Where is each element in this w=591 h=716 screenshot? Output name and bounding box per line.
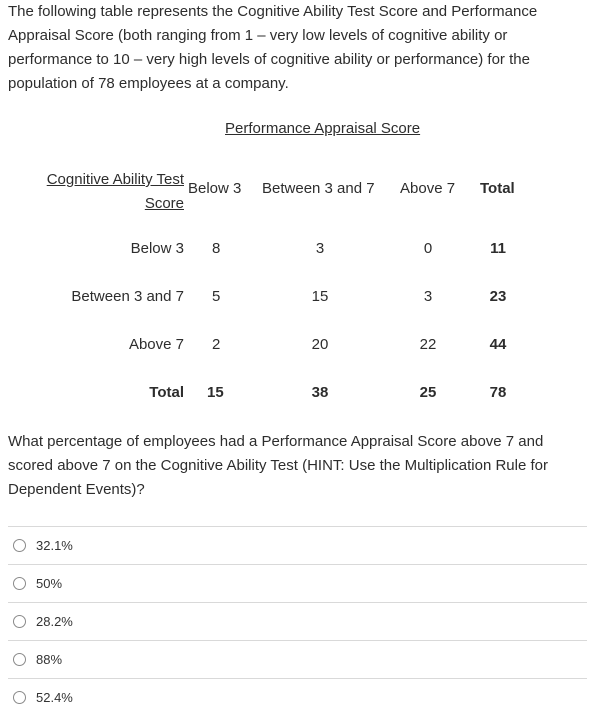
table-cell: 8 [212, 240, 221, 257]
answer-option-label: 28.2% [36, 614, 73, 629]
answer-option-4[interactable]: 88% [8, 640, 587, 678]
answer-option-label: 52.4% [36, 690, 73, 705]
radio-button[interactable] [13, 577, 26, 590]
table-cell: 20 [311, 336, 329, 353]
table-cell: 3 [423, 288, 433, 305]
column-group-header: Performance Appraisal Score [225, 120, 421, 137]
table-cell-total: 78 [489, 384, 507, 401]
answer-option-1[interactable]: 32.1% [8, 526, 587, 564]
table-cell-total: 15 [207, 384, 224, 401]
question-text: What percentage of employees had a Perfo… [8, 433, 548, 498]
radio-button[interactable] [13, 653, 26, 666]
column-header-total: Total [480, 180, 515, 197]
table-cell: 15 [311, 288, 329, 305]
table-cell: 5 [212, 288, 221, 305]
answer-option-label: 50% [36, 576, 63, 591]
column-header-below-3: Below 3 [188, 180, 242, 197]
column-header-between-3-and-7: Between 3 and 7 [262, 180, 375, 197]
table-cell-total: 38 [311, 384, 329, 401]
answer-option-label: 88% [36, 652, 63, 667]
table-cell: 2 [212, 336, 221, 353]
table-cell: 3 [315, 240, 325, 257]
answer-option-5[interactable]: 52.4% [8, 678, 587, 716]
table-cell-total: 23 [489, 288, 507, 305]
answer-options: 32.1% 50% 28.2% 88% 52.4% [8, 526, 587, 716]
radio-button[interactable] [13, 691, 26, 704]
answer-option-label: 32.1% [36, 538, 73, 553]
intro-text: The following table represents the Cogni… [8, 3, 538, 92]
row-group-header-line1: Cognitive Ability Test [46, 171, 184, 188]
radio-button[interactable] [13, 615, 26, 628]
row-label-above-7: Above 7 [128, 336, 184, 353]
row-label-between-3-and-7: Between 3 and 7 [71, 288, 184, 305]
answer-option-2[interactable]: 50% [8, 564, 587, 602]
column-header-above-7: Above 7 [400, 180, 456, 197]
table-cell-total: 25 [419, 384, 437, 401]
radio-button[interactable] [13, 539, 26, 552]
row-group-header-line2: Score [144, 195, 184, 212]
table-cell-total: 44 [489, 336, 507, 353]
row-group-header: Cognitive Ability Test Score [20, 168, 184, 216]
answer-option-3[interactable]: 28.2% [8, 602, 587, 640]
table-cell: 0 [423, 240, 433, 257]
table-cell: 22 [419, 336, 437, 353]
row-label-total: Total [149, 384, 184, 401]
row-label-below-3: Below 3 [130, 240, 184, 257]
table-cell-total: 11 [490, 240, 506, 257]
